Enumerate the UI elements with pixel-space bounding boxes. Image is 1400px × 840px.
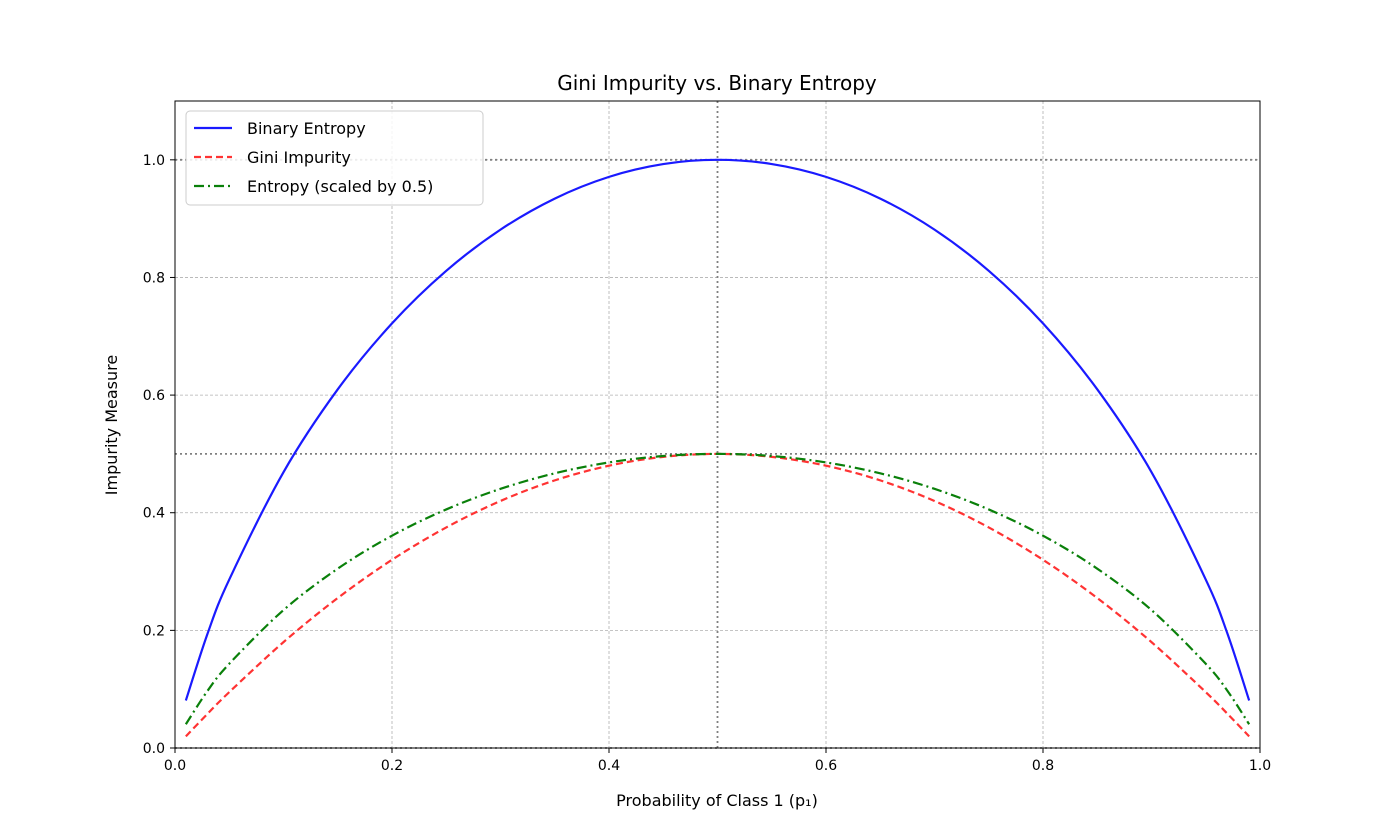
plot-frame (174, 100, 1261, 749)
x-tick-label: 0.4 (598, 758, 620, 774)
series-line-entropy-scaled-by-0-5- (184, 452, 1251, 725)
x-tick-label: 0.0 (164, 758, 186, 774)
y-axis-label: Impurity Measure (102, 355, 121, 495)
y-tick-label: 1.0 (143, 153, 165, 169)
x-tick-label: 1.0 (1249, 758, 1271, 774)
y-tick-label: 0.0 (143, 741, 165, 757)
legend-label: Entropy (scaled by 0.5) (247, 177, 433, 196)
x-tick-label: 0.2 (381, 758, 403, 774)
legend: Binary Entropy Gini Impurity Entropy (scal… (185, 110, 484, 206)
series-line-binary-entropy (184, 158, 1251, 701)
legend-box (185, 110, 484, 206)
y-tick-label: 0.8 (143, 270, 165, 286)
x-axis-label: Probability of Class 1 (p₁) (616, 791, 818, 810)
ticks: 0.0 0.2 0.4 0.6 0.8 1.0 0.0 0.2 0.4 0.6 0.8 1.0 (143, 153, 1271, 774)
y-tick-label: 0.2 (143, 623, 165, 639)
chart-title: Gini Impurity vs. Binary Entropy (557, 71, 877, 95)
legend-label: Binary Entropy (247, 119, 366, 138)
legend-label: Gini Impurity (247, 148, 351, 167)
y-tick-label: 0.6 (143, 388, 165, 404)
x-tick-label: 0.8 (1032, 758, 1054, 774)
series-lines (184, 158, 1251, 738)
y-tick-label: 0.4 (143, 506, 165, 522)
x-tick-label: 0.6 (815, 758, 837, 774)
